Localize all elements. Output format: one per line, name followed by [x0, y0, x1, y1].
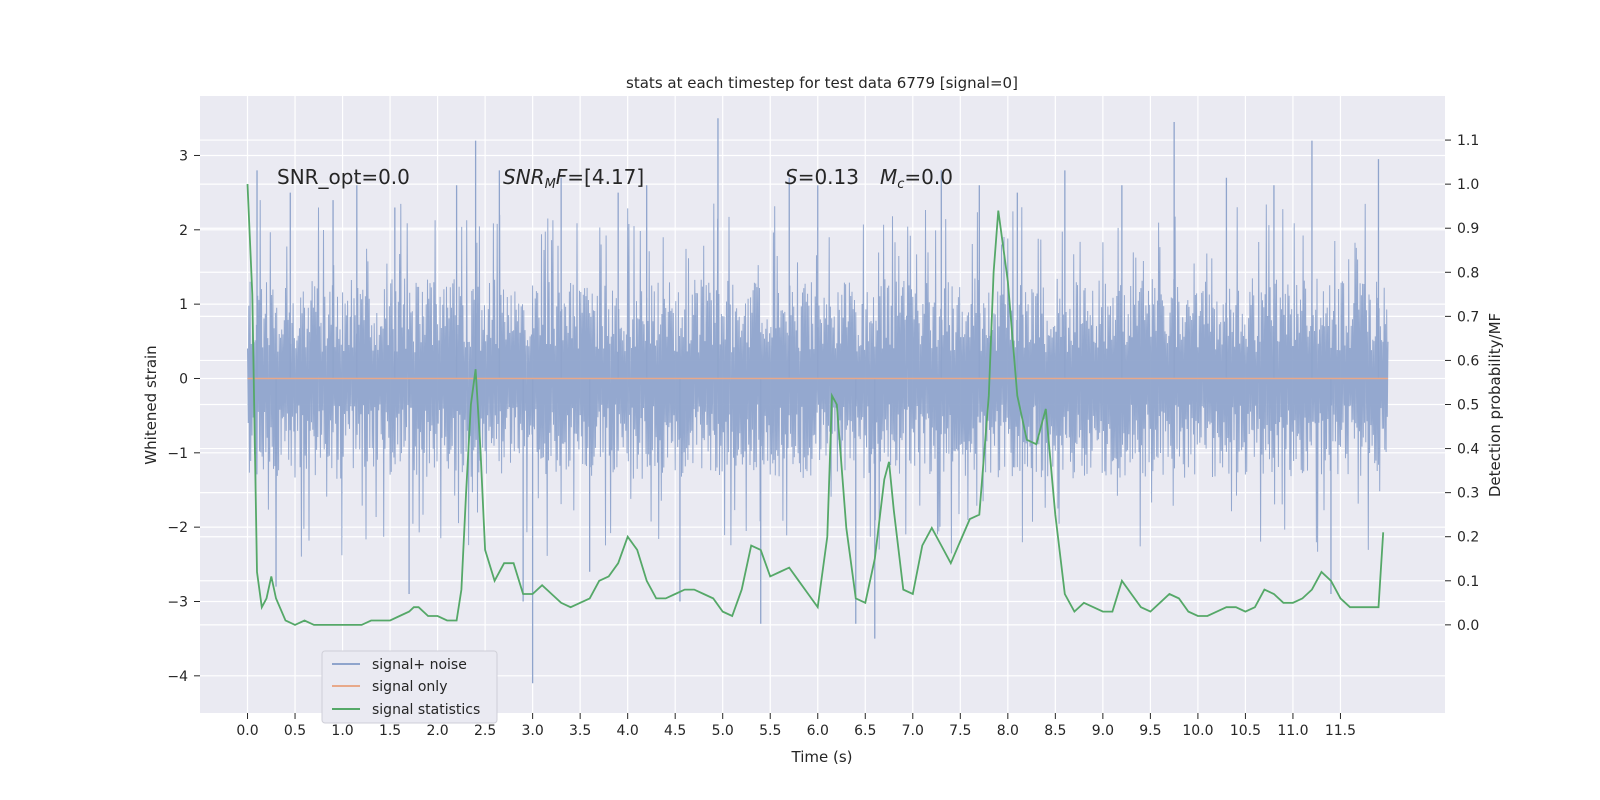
y-left-tick-label-2: 1 — [179, 297, 188, 313]
x-axis: 0.0 0.5 1.0 1.5 2.0 2.5 3.0 3.5 4.0 4.5 5.0 5.5 6.0 6… — [236, 713, 1356, 739]
y-left-tick-label-4: −1 — [167, 446, 188, 462]
y-right-tick-label-0: 1.1 — [1457, 133, 1479, 149]
y-right-tick-label-5: 0.6 — [1457, 353, 1479, 369]
chart-title: stats at each timestep for test data 677… — [626, 74, 1018, 92]
legend-label-signal-only: signal only — [372, 679, 447, 695]
y-right-tick-label-6: 0.5 — [1457, 398, 1479, 414]
y-axis-left: 3 2 1 0 −1 −2 −3 −4 — [167, 148, 200, 685]
x-tick-label-8: 4.0 — [617, 723, 639, 739]
y-left-tick-label-0: 3 — [179, 148, 188, 164]
y-left-tick-label-6: −3 — [167, 594, 188, 610]
y-axis-right-label: Detection probability/MF — [1486, 313, 1504, 497]
x-tick-label-13: 6.5 — [854, 723, 876, 739]
annotation-snr-opt: SNR_opt=0.0 — [277, 165, 410, 189]
x-tick-label-7: 3.5 — [569, 723, 591, 739]
y-axis-right: 1.1 1.0 0.9 0.8 0.7 0.6 0.5 0.4 0.3 0.2 0.1 0.0 — [1445, 133, 1479, 634]
x-tick-label-6: 3.0 — [522, 723, 544, 739]
x-tick-label-14: 7.0 — [902, 723, 924, 739]
annotations: SNR_opt=0.0 SNRMF=[4.17] S=0.13 Mc=0.0 — [277, 165, 953, 192]
y-left-tick-label-1: 2 — [179, 223, 188, 239]
annotation-s: S=0.13 — [785, 165, 859, 189]
x-tick-label-22: 11.0 — [1277, 723, 1308, 739]
y-right-tick-label-3: 0.8 — [1457, 265, 1479, 281]
x-tick-label-2: 1.0 — [331, 723, 353, 739]
x-tick-label-1: 0.5 — [284, 723, 306, 739]
legend-box — [321, 650, 498, 724]
x-tick-label-20: 10.0 — [1182, 723, 1213, 739]
x-tick-label-18: 9.0 — [1092, 723, 1114, 739]
signal-statistics-line — [246, 184, 1385, 626]
y-right-tick-label-7: 0.4 — [1457, 442, 1479, 458]
y-left-tick-label-3: 0 — [179, 371, 188, 387]
x-tick-label-15: 7.5 — [949, 723, 971, 739]
legend: signal+ noise signal only signal statist… — [321, 650, 498, 724]
x-tick-label-3: 1.5 — [379, 723, 401, 739]
x-tick-label-17: 8.5 — [1044, 723, 1066, 739]
x-axis-label: Time (s) — [791, 748, 853, 766]
x-tick-label-4: 2.0 — [426, 723, 448, 739]
x-tick-label-10: 5.0 — [712, 723, 734, 739]
x-tick-label-21: 10.5 — [1230, 723, 1261, 739]
x-tick-label-12: 6.0 — [807, 723, 829, 739]
x-tick-label-19: 9.5 — [1139, 723, 1161, 739]
y-right-tick-label-9: 0.2 — [1457, 530, 1479, 546]
legend-label-statistics: signal statistics — [372, 702, 480, 718]
y-left-tick-label-5: −2 — [167, 520, 188, 536]
annotation-snr-mf: SNRMF=[4.17] — [503, 165, 644, 192]
y-axis-left-label: Whitened strain — [142, 345, 160, 464]
x-tick-label-23: 11.5 — [1325, 723, 1356, 739]
legend-label-noise: signal+ noise — [372, 657, 467, 673]
x-tick-label-16: 8.0 — [997, 723, 1019, 739]
noise-series — [247, 118, 1389, 684]
y-right-tick-label-8: 0.3 — [1457, 486, 1479, 502]
x-tick-label-5: 2.5 — [474, 723, 496, 739]
y-right-tick-label-4: 0.7 — [1457, 309, 1479, 325]
y-right-tick-label-11: 0.0 — [1457, 618, 1479, 634]
y-right-tick-label-2: 0.9 — [1457, 221, 1479, 237]
signal-statistics-series — [246, 184, 1385, 626]
x-tick-label-9: 4.5 — [664, 723, 686, 739]
y-right-tick-label-10: 0.1 — [1457, 574, 1479, 590]
y-right-tick-label-1: 1.0 — [1457, 177, 1479, 193]
y-left-tick-label-7: −4 — [167, 669, 188, 685]
annotation-mc: Mc=0.0 — [880, 165, 953, 192]
x-tick-label-0: 0.0 — [236, 723, 258, 739]
x-tick-label-11: 5.5 — [759, 723, 781, 739]
